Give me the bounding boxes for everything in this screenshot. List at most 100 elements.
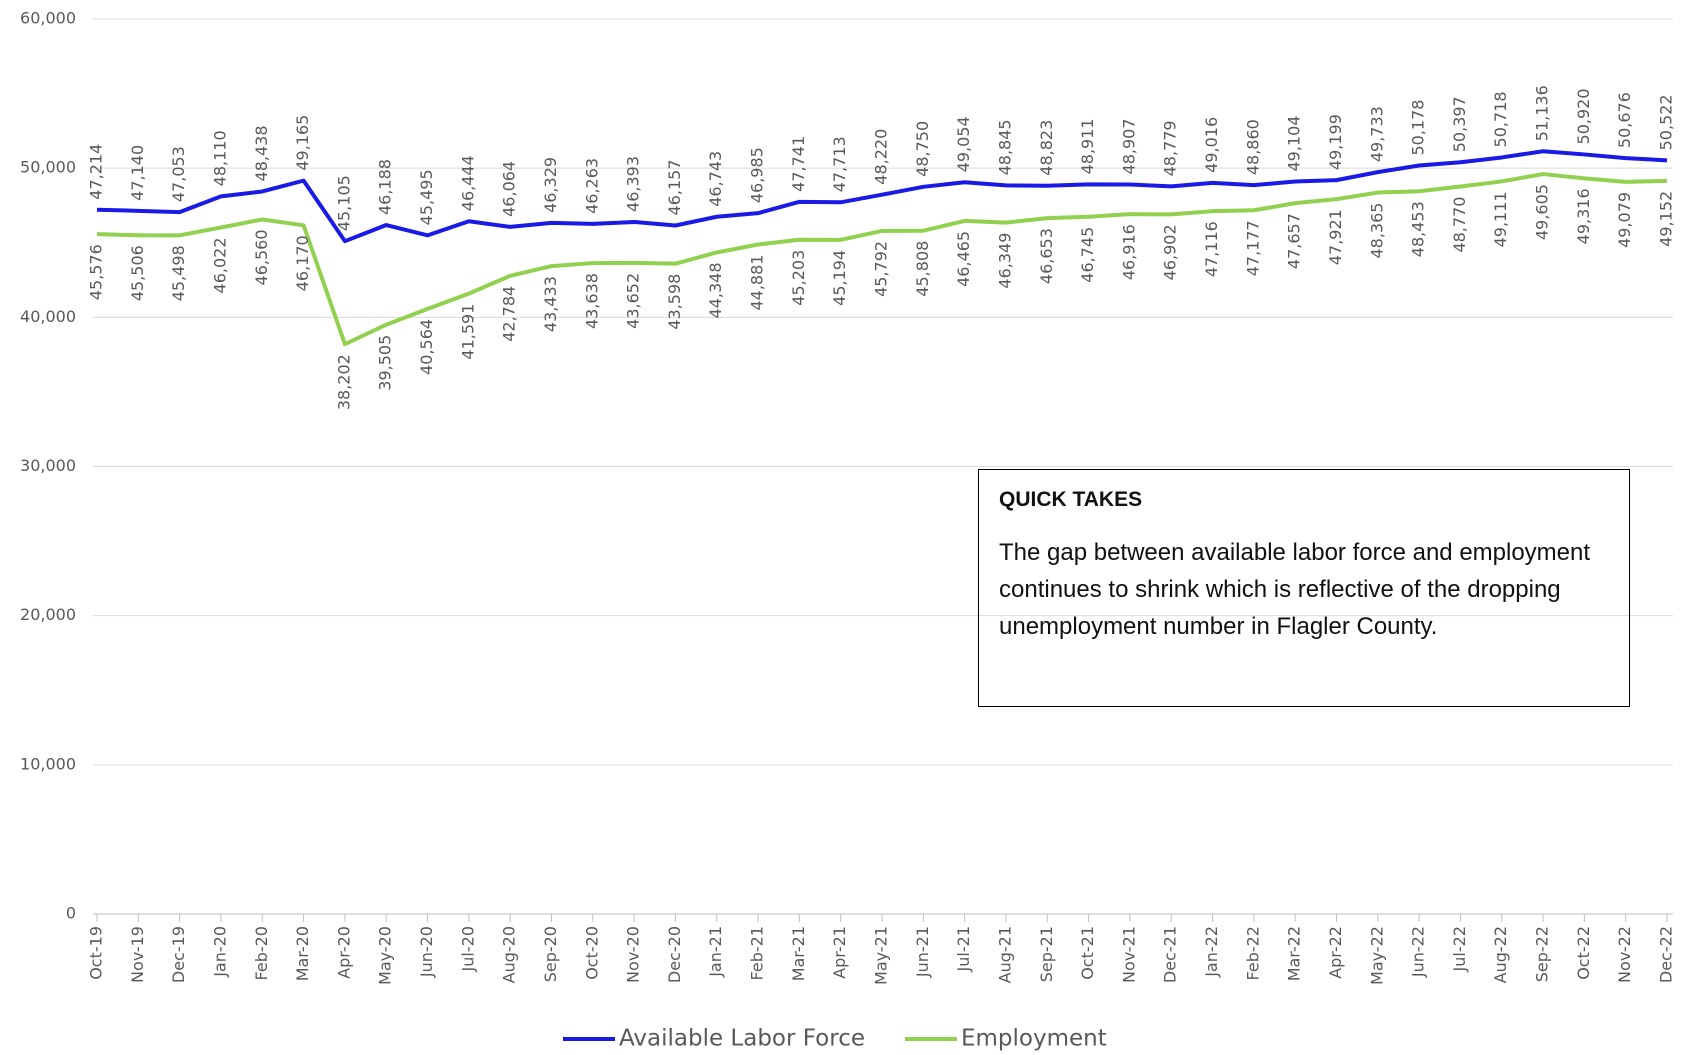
data-label: 49,104 [1285, 116, 1304, 172]
data-label: 49,111 [1491, 191, 1510, 247]
series-line [96, 149, 1668, 244]
data-label: 46,170 [293, 235, 312, 291]
series-line [96, 172, 1668, 347]
data-label: 49,054 [954, 116, 973, 172]
data-label: 47,177 [1243, 220, 1262, 276]
x-tick-label: Jan-20 [210, 926, 229, 978]
x-tick-label: Oct-20 [582, 926, 601, 980]
data-label: 49,199 [1326, 114, 1345, 170]
quick-takes-text: The gap between available labor force an… [999, 539, 1591, 641]
x-tick-label: Nov-20 [624, 926, 643, 983]
data-label: 45,576 [87, 244, 106, 300]
data-label: 48,911 [1078, 118, 1097, 174]
data-label: 48,845 [995, 119, 1014, 175]
x-tick-label: Aug-20 [500, 926, 519, 983]
x-tick-label: Mar-21 [789, 926, 808, 981]
data-label: 49,016 [1202, 117, 1221, 173]
data-label: 46,329 [541, 157, 560, 213]
y-tick-label: 50,000 [20, 158, 76, 177]
data-label: 45,203 [789, 250, 808, 306]
data-label: 48,860 [1243, 119, 1262, 175]
x-tick-label: Dec-22 [1657, 926, 1676, 983]
x-tick-label: Jun-20 [417, 926, 436, 978]
x-tick-label: Mar-20 [293, 926, 312, 981]
x-tick-label: Jul-20 [458, 926, 477, 972]
data-label: 46,263 [582, 158, 601, 214]
x-tick-label: May-21 [872, 926, 891, 985]
data-label: 45,808 [913, 241, 932, 297]
x-tick-label: Aug-22 [1491, 926, 1510, 983]
data-label: 45,792 [872, 241, 891, 297]
x-tick-label: Oct-21 [1078, 926, 1097, 980]
data-label: 45,498 [169, 245, 188, 301]
data-label: 50,920 [1574, 88, 1593, 144]
data-label: 45,495 [417, 169, 436, 225]
x-tick-label: Sep-22 [1533, 926, 1552, 982]
data-label: 47,214 [87, 144, 106, 200]
data-label: 48,110 [210, 130, 229, 186]
data-label: 48,770 [1450, 197, 1469, 253]
x-tick-label: Nov-22 [1615, 926, 1634, 983]
data-label: 46,393 [624, 156, 643, 212]
x-tick-label: Jan-22 [1202, 926, 1221, 978]
x-tick-label: Apr-20 [334, 926, 353, 979]
x-tick-label: May-20 [376, 926, 395, 985]
data-label: 47,053 [169, 146, 188, 202]
x-tick-label: Sep-21 [1037, 926, 1056, 982]
x-tick-label: Sep-20 [541, 926, 560, 982]
data-label: 49,605 [1533, 184, 1552, 240]
y-tick-label: 30,000 [20, 456, 76, 475]
data-label: 40,564 [417, 319, 436, 375]
y-tick-label: 40,000 [20, 307, 76, 326]
x-tick-label: Feb-20 [252, 926, 271, 980]
data-label: 43,598 [665, 274, 684, 330]
legend-label: Employment [961, 1026, 1107, 1052]
data-label: 47,657 [1285, 213, 1304, 269]
data-label: 45,506 [128, 245, 147, 301]
x-tick-label: Feb-22 [1243, 926, 1262, 980]
data-label: 44,348 [706, 262, 725, 318]
data-label: 43,652 [624, 273, 643, 329]
y-tick-label: 10,000 [20, 754, 76, 773]
x-tick-label: Nov-19 [128, 926, 147, 983]
data-label: 50,522 [1657, 94, 1676, 150]
data-label: 42,784 [500, 286, 519, 342]
y-tick-label: 60,000 [20, 9, 76, 28]
data-label: 49,733 [1367, 106, 1386, 162]
data-label: 50,178 [1409, 100, 1428, 156]
x-tick-label: Jun-22 [1409, 926, 1428, 978]
legend-label: Available Labor Force [619, 1026, 865, 1052]
x-tick-label: Jul-22 [1450, 926, 1469, 972]
data-label: 47,713 [830, 136, 849, 192]
data-label: 47,116 [1202, 221, 1221, 277]
x-tick-label: Apr-22 [1326, 926, 1345, 979]
data-label: 45,194 [830, 250, 849, 306]
x-tick-label: Apr-21 [830, 926, 849, 979]
x-tick-label: Dec-19 [169, 926, 188, 983]
data-label: 38,202 [334, 354, 353, 410]
data-label: 48,779 [1161, 120, 1180, 176]
data-label: 48,365 [1367, 203, 1386, 259]
data-label: 48,823 [1037, 120, 1056, 176]
data-label: 46,465 [954, 231, 973, 287]
data-label: 46,349 [995, 233, 1014, 289]
x-tick-label: Aug-21 [995, 926, 1014, 983]
data-label: 50,718 [1491, 91, 1510, 147]
data-label: 45,105 [334, 175, 353, 231]
data-label: 47,741 [789, 136, 808, 192]
x-tick-label: Feb-21 [748, 926, 767, 980]
data-label: 50,676 [1615, 92, 1634, 148]
x-tick-label: Dec-21 [1161, 926, 1180, 983]
data-label: 46,916 [1119, 224, 1138, 280]
data-label: 49,079 [1615, 192, 1634, 248]
data-label: 46,188 [376, 159, 395, 215]
data-label: 44,881 [748, 255, 767, 311]
data-label: 47,921 [1326, 209, 1345, 265]
data-label: 48,750 [913, 121, 932, 177]
data-label: 46,653 [1037, 228, 1056, 284]
data-label: 48,907 [1119, 118, 1138, 174]
x-tick-label: Jul-21 [954, 926, 973, 972]
data-label: 46,902 [1161, 224, 1180, 280]
data-label: 46,444 [458, 155, 477, 211]
